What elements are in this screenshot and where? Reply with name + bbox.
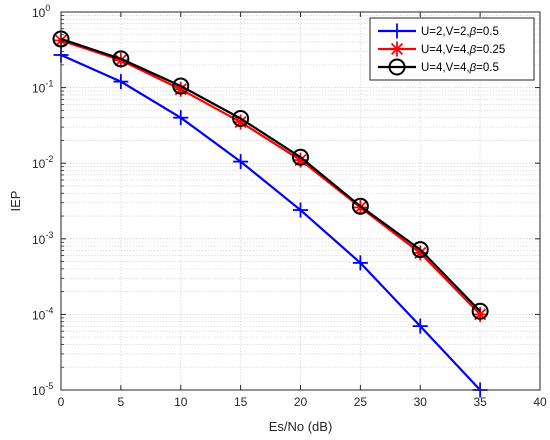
legend-marker (389, 23, 405, 39)
data-point (292, 148, 309, 166)
legend-label: U=2,V=2,β=0.5 (421, 26, 499, 38)
legend-label-prefix: U=2,V=2, (421, 26, 470, 38)
legend-label-prefix: U=4,V=4, (421, 44, 470, 56)
x-tick-label: 20 (294, 395, 308, 409)
y-tick-exponent: -2 (45, 154, 53, 164)
y-tick-label: 10-5 (32, 381, 53, 398)
legend-entry: U=4,V=4,β=0.5 (378, 58, 499, 76)
marker-stroke (292, 148, 309, 166)
legend-label-beta: β (469, 62, 477, 74)
legend-label: U=4,V=4,β=0.5 (421, 62, 499, 74)
y-tick-exponent: 0 (45, 3, 50, 13)
x-tick-label: 15 (234, 395, 248, 409)
legend-entry: U=4,V=4,β=0.25 (378, 41, 505, 57)
legend-label-prefix: U=4,V=4, (421, 62, 470, 74)
y-tick-exponent: -1 (45, 79, 53, 89)
x-tick-label: 25 (354, 395, 368, 409)
marker-stroke (411, 241, 429, 259)
marker-stroke (112, 50, 130, 68)
series-line (60, 37, 481, 313)
data-point (293, 202, 308, 218)
legend-label-suffix: =0.25 (476, 44, 505, 56)
x-tick-label: 10 (174, 395, 188, 409)
legend-label-suffix: =0.5 (476, 62, 499, 74)
marker-stroke (471, 302, 489, 320)
y-tick-base: 10 (32, 6, 46, 20)
y-tick-label: 100 (32, 3, 50, 20)
x-tick-label: 5 (118, 395, 125, 409)
series-line (60, 39, 481, 316)
x-axis-label: Es/No (dB) (269, 419, 333, 434)
legend-label-beta: β (469, 26, 477, 38)
x-tick-label: 35 (473, 395, 487, 409)
series-layer (52, 30, 489, 398)
y-tick-label: 10-2 (32, 154, 53, 171)
series-line (60, 53, 481, 391)
legend-label-beta: β (469, 44, 477, 56)
data-point (412, 245, 428, 261)
marker-stroke (388, 58, 406, 76)
legend-entry: U=2,V=2,β=0.5 (378, 23, 499, 39)
y-tick-label: 10-1 (32, 79, 53, 96)
y-tick-label: 10-3 (32, 230, 53, 247)
y-tick-exponent: -4 (45, 305, 53, 315)
data-point (412, 318, 428, 334)
data-point (233, 154, 249, 170)
marker-stroke (172, 77, 190, 95)
data-point (232, 110, 250, 128)
y-tick-label: 10-4 (32, 305, 53, 322)
y-tick-base: 10 (32, 233, 46, 247)
data-point (173, 110, 189, 126)
legend-label: U=4,V=4,β=0.25 (421, 44, 505, 56)
data-point (112, 50, 130, 68)
data-point (471, 302, 489, 320)
series-1 (53, 32, 488, 322)
y-tick-base: 10 (32, 308, 46, 322)
marker-stroke (114, 54, 127, 67)
legend-marker (388, 58, 406, 76)
y-axis-label: IEP (8, 191, 23, 212)
y-tick-base: 10 (32, 384, 46, 398)
x-tick-label: 30 (414, 395, 428, 409)
data-point (172, 77, 190, 95)
data-point (411, 241, 429, 259)
y-tick-base: 10 (32, 157, 46, 171)
y-tick-base: 10 (32, 82, 46, 96)
data-point (351, 197, 369, 215)
y-tick-exponent: -5 (45, 381, 53, 391)
data-point (352, 255, 368, 271)
marker-stroke (351, 197, 369, 215)
x-tick-label: 0 (58, 395, 65, 409)
marker-stroke (390, 42, 404, 56)
legend-label-suffix: =0.5 (476, 26, 499, 38)
legend: U=2,V=2,β=0.5U=4,V=4,β=0.25U=4,V=4,β=0.5 (369, 17, 535, 81)
x-tick-label: 40 (533, 395, 547, 409)
marker-stroke (232, 110, 250, 128)
data-point (113, 74, 129, 90)
y-tick-exponent: -3 (45, 230, 53, 240)
legend-marker (389, 41, 405, 57)
